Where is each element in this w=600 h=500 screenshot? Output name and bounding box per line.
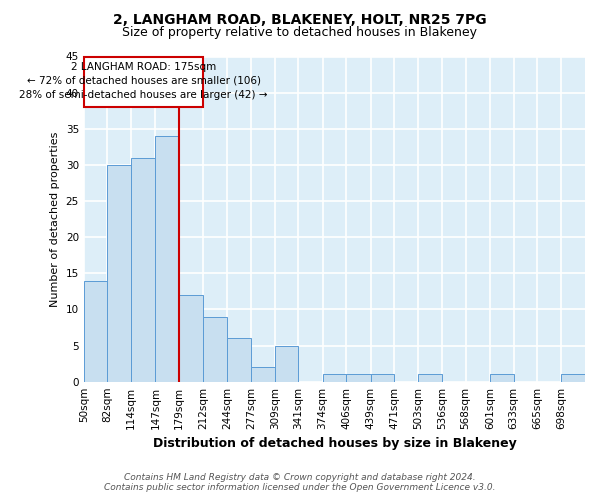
Bar: [323, 374, 346, 382]
Bar: [131, 158, 155, 382]
Bar: [84, 56, 203, 107]
Text: Contains HM Land Registry data © Crown copyright and database right 2024.
Contai: Contains HM Land Registry data © Crown c…: [104, 473, 496, 492]
Bar: [275, 346, 298, 382]
Bar: [155, 136, 179, 382]
Text: 28% of semi-detached houses are larger (42) →: 28% of semi-detached houses are larger (…: [19, 90, 268, 100]
Bar: [203, 316, 227, 382]
Bar: [418, 374, 442, 382]
Text: 2, LANGHAM ROAD, BLAKENEY, HOLT, NR25 7PG: 2, LANGHAM ROAD, BLAKENEY, HOLT, NR25 7P…: [113, 12, 487, 26]
Text: Size of property relative to detached houses in Blakeney: Size of property relative to detached ho…: [122, 26, 478, 39]
Bar: [490, 374, 514, 382]
Bar: [84, 280, 107, 382]
Bar: [227, 338, 251, 382]
Y-axis label: Number of detached properties: Number of detached properties: [50, 132, 60, 307]
Bar: [251, 367, 275, 382]
Bar: [179, 295, 203, 382]
Bar: [371, 374, 394, 382]
Bar: [562, 374, 585, 382]
Text: 2 LANGHAM ROAD: 175sqm: 2 LANGHAM ROAD: 175sqm: [71, 62, 216, 72]
Text: ← 72% of detached houses are smaller (106): ← 72% of detached houses are smaller (10…: [26, 76, 260, 86]
Bar: [107, 165, 131, 382]
X-axis label: Distribution of detached houses by size in Blakeney: Distribution of detached houses by size …: [152, 437, 517, 450]
Bar: [346, 374, 371, 382]
